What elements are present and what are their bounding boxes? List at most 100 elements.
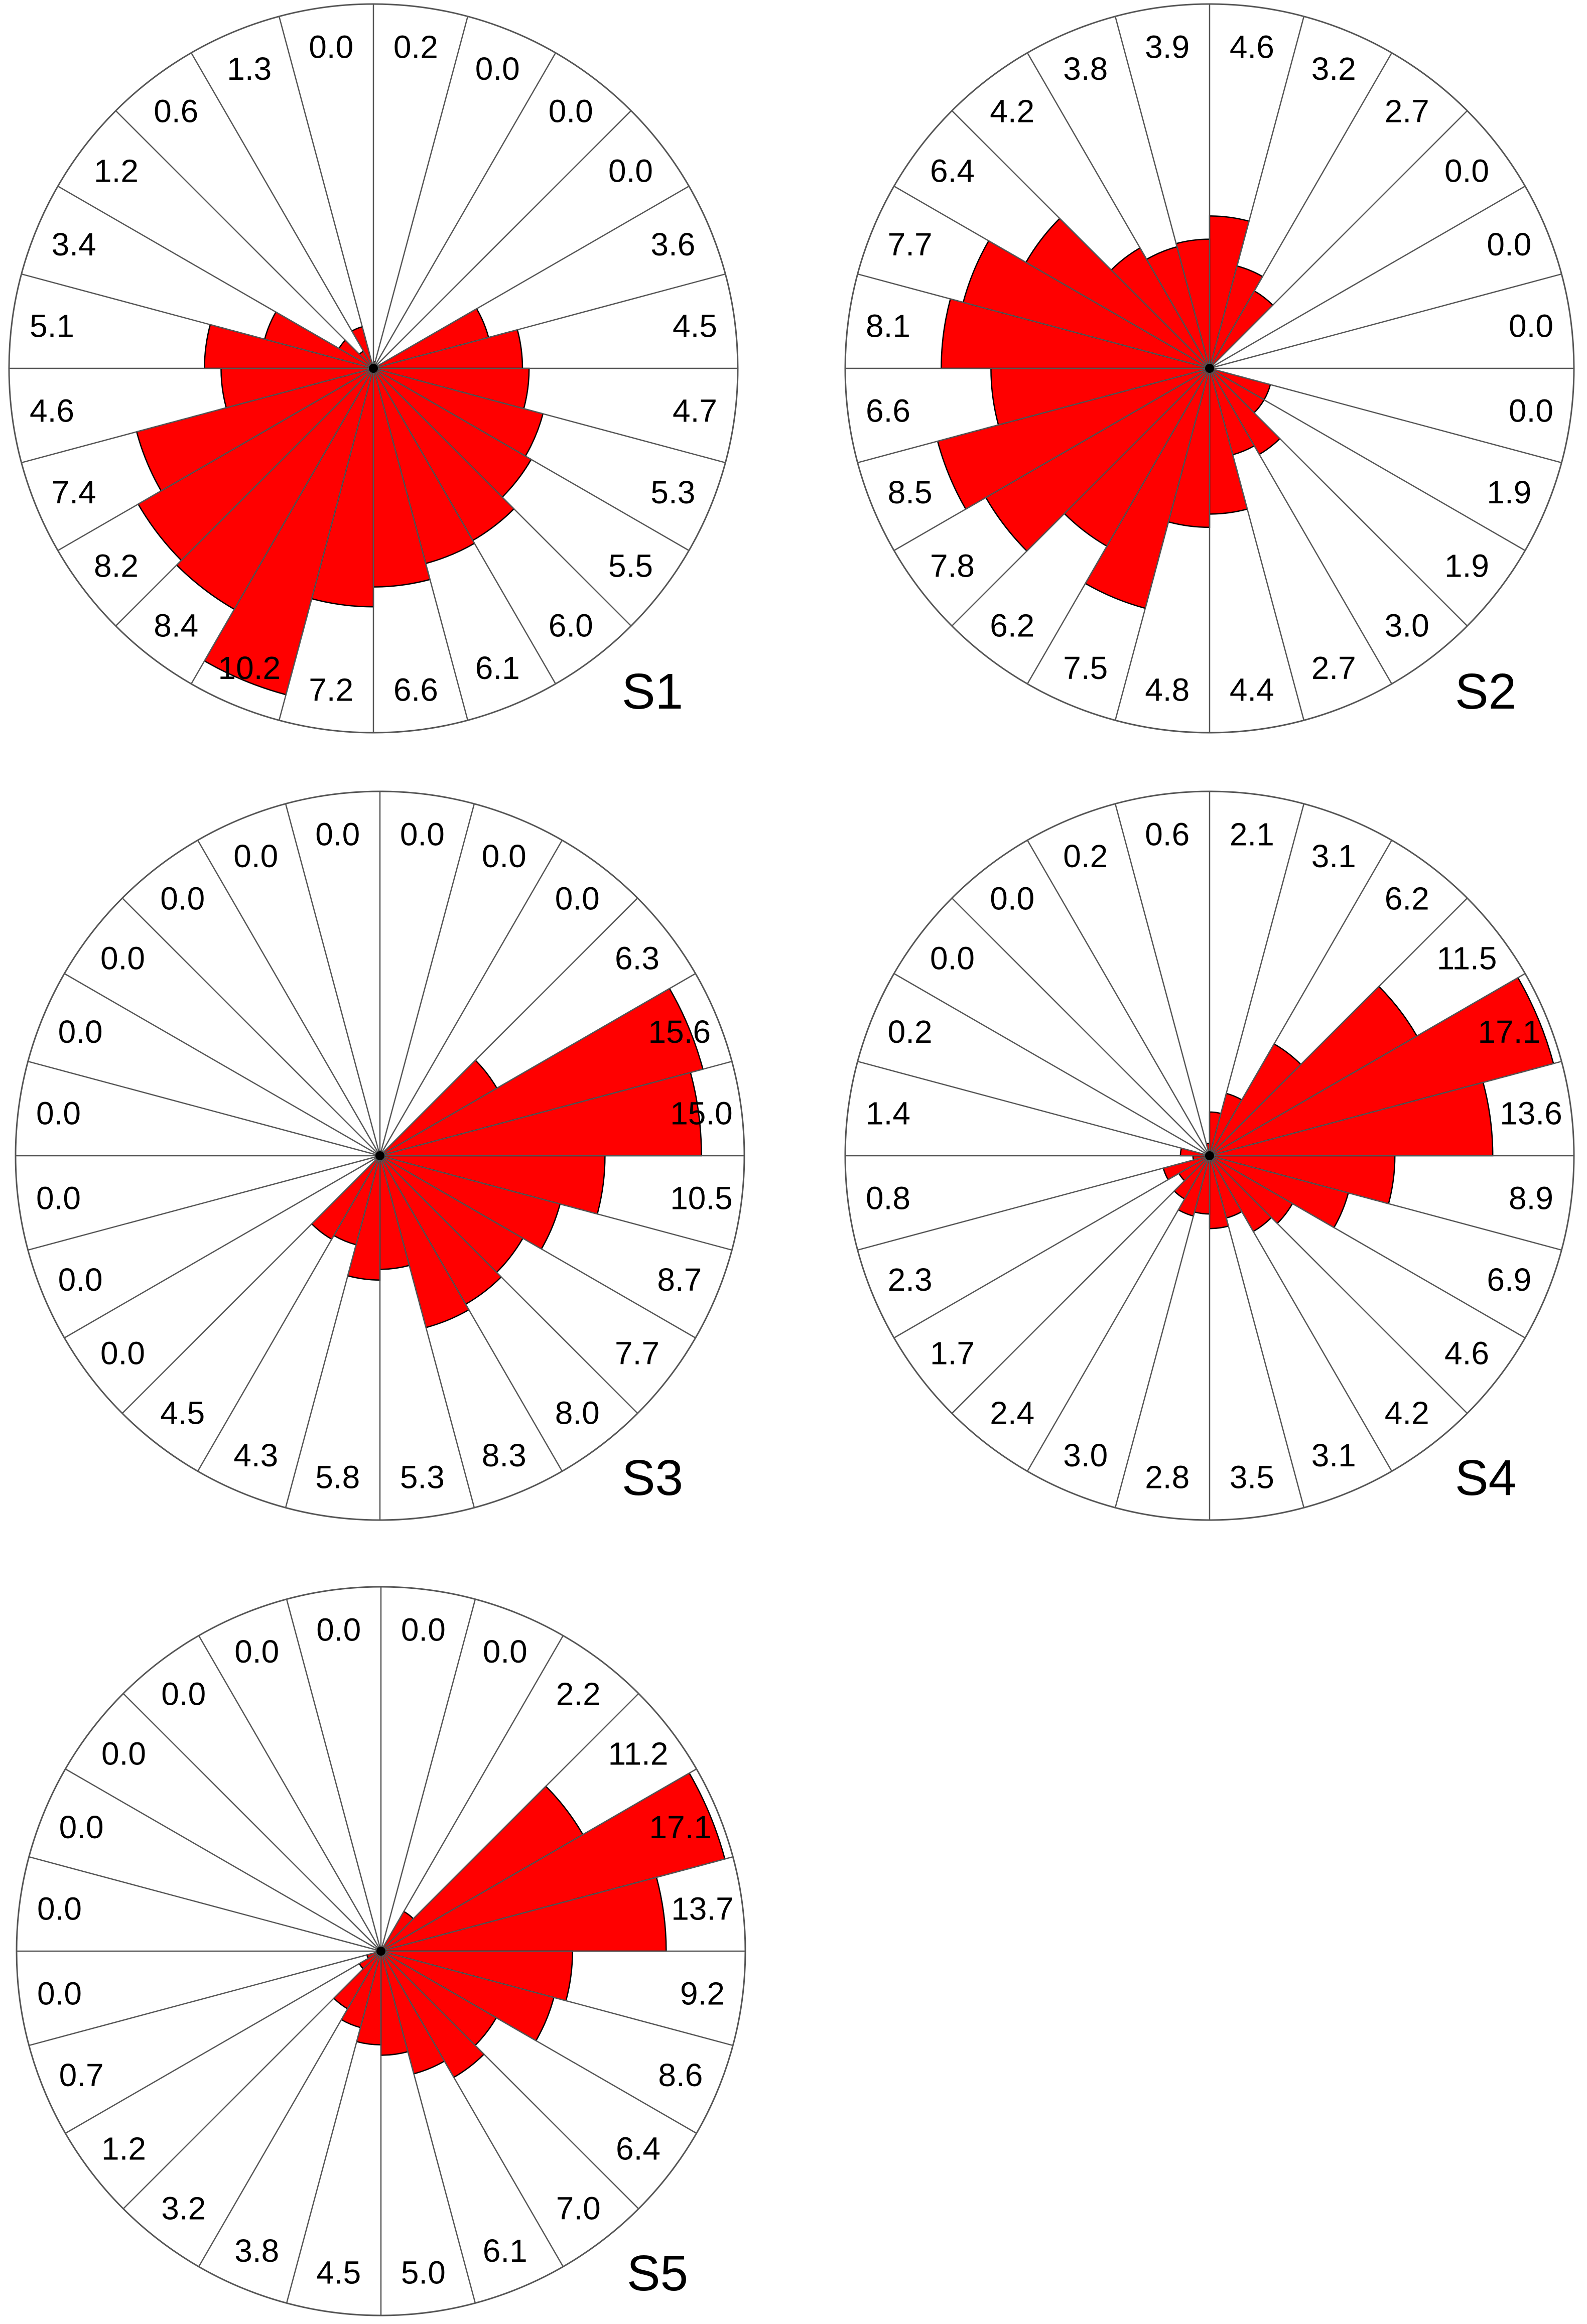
rose-spoke-3 (373, 110, 632, 369)
rose-value-label-16: 8.5 (888, 474, 933, 510)
rose-value-label-5: 15.0 (670, 1096, 733, 1132)
rose-value-label-20: 0.0 (101, 1736, 146, 1772)
rose-sector-13 (203, 368, 374, 696)
rose-value-label-4: 17.1 (1478, 1014, 1541, 1050)
rose-value-label-12: 4.8 (1145, 671, 1189, 708)
rose-value-label-8: 4.6 (1444, 1335, 1489, 1371)
rose-value-label-11: 5.3 (400, 1459, 445, 1495)
rose-spoke-7 (380, 1950, 733, 2046)
rose-spoke-4 (1209, 185, 1526, 369)
rose-spoke-5 (373, 273, 726, 369)
rose-value-label-15: 7.8 (930, 548, 975, 584)
rose-value-label-9: 4.2 (1385, 1395, 1429, 1431)
rose-value-label-7: 6.9 (1487, 1262, 1531, 1298)
rose-spoke-3 (380, 1693, 639, 1952)
rose-spoke-19 (857, 273, 1210, 369)
rose-value-label-4: 0.0 (1487, 226, 1531, 262)
rose-spoke-4 (1209, 973, 1526, 1157)
rose-spoke-14 (1026, 368, 1211, 685)
rose-value-label-22: 1.3 (227, 51, 272, 87)
rose-spoke-21 (115, 110, 374, 369)
rose-spoke-21 (121, 897, 380, 1156)
rose-value-label-19: 0.2 (888, 1014, 933, 1050)
rose-value-label-2: 0.0 (555, 880, 600, 916)
rose-value-label-15: 8.2 (94, 548, 139, 584)
rose-spoke-16 (57, 367, 374, 552)
rose-spoke-1 (380, 1599, 476, 1952)
rose-spoke-19 (21, 273, 374, 369)
rose-panel-s1: 0.2 0.0 0.0 0.0 3.6 4.5 4.7 5.3 5.5 6.0 6.1 6.6 7.2 1… (8, 3, 739, 734)
rose-value-label-20: 0.0 (930, 940, 975, 977)
rose-spoke-20 (57, 185, 374, 369)
rose-value-label-21: 4.2 (990, 93, 1034, 129)
rose-spoke-8 (1209, 367, 1526, 552)
rose-value-label-14: 8.4 (154, 608, 198, 644)
rose-spoke-14 (198, 1951, 382, 2267)
rose-spoke-1 (379, 803, 475, 1156)
rose-value-label-12: 2.8 (1145, 1459, 1189, 1495)
rose-value-label-4: 17.1 (649, 1809, 712, 1845)
rose-value-label-13: 3.0 (1063, 1437, 1108, 1473)
rose-spoke-11 (1209, 368, 1305, 721)
rose-spoke-8 (379, 1155, 696, 1339)
rose-panel-label: S1 (622, 663, 683, 720)
rose-value-label-19: 0.0 (59, 1809, 104, 1845)
rose-value-label-17: 0.8 (866, 1180, 910, 1216)
rose-spoke-15 (122, 1951, 381, 2210)
rose-value-label-2: 6.2 (1385, 880, 1429, 916)
rose-value-label-15: 1.2 (101, 2130, 146, 2166)
rose-spoke-22 (198, 1635, 382, 1952)
rose-value-label-18: 1.4 (866, 1096, 910, 1132)
rose-spoke-13 (1114, 1155, 1211, 1508)
rose-value-label-1: 3.1 (1311, 838, 1356, 874)
rose-spoke-17 (857, 1155, 1210, 1251)
rose-spoke-5 (1209, 1060, 1562, 1157)
rose-spoke-7 (1209, 1155, 1562, 1251)
rose-spoke-5 (379, 1060, 732, 1157)
rose-value-label-7: 5.3 (650, 474, 695, 510)
rose-value-label-8: 7.7 (615, 1335, 659, 1371)
rose-spoke-2 (1209, 52, 1393, 369)
rose-value-label-12: 4.5 (316, 2254, 361, 2290)
rose-value-label-6: 9.2 (680, 1975, 725, 2011)
rose-value-label-10: 3.1 (1311, 1437, 1356, 1473)
rose-value-label-20: 0.0 (100, 940, 145, 977)
rose-spoke-23 (285, 803, 381, 1156)
rose-value-label-5: 13.7 (671, 1891, 734, 1927)
rose-center-dot (376, 1947, 385, 1956)
rose-value-label-11: 6.6 (393, 671, 438, 708)
rose-value-label-6: 4.7 (673, 392, 717, 429)
rose-spoke-7 (379, 1155, 732, 1251)
rose-value-label-11: 5.0 (401, 2254, 446, 2290)
rose-spoke-3 (1209, 110, 1468, 369)
rose-spoke-9 (380, 1951, 639, 2210)
rose-spoke-3 (379, 897, 638, 1156)
rose-value-label-23: 0.0 (316, 1612, 361, 1648)
rose-value-label-23: 3.9 (1145, 29, 1189, 65)
rose-panel-label: S2 (1455, 663, 1516, 720)
rose-value-label-8: 5.5 (608, 548, 653, 584)
rose-spoke-10 (1209, 1155, 1393, 1472)
rose-value-label-23: 0.6 (1145, 816, 1189, 853)
rose-center-dot (1205, 1151, 1214, 1160)
rose-value-label-17: 4.6 (30, 392, 74, 429)
rose-spoke-21 (951, 897, 1210, 1156)
rose-value-label-20: 6.4 (930, 153, 975, 189)
rose-value-label-22: 0.0 (234, 1633, 279, 1670)
rose-sector-4 (380, 1772, 726, 1952)
rose-spoke-14 (197, 1155, 381, 1472)
rose-spoke-14 (1026, 1155, 1211, 1472)
rose-spoke-16 (893, 1155, 1210, 1339)
rose-value-label-3: 11.2 (608, 1736, 669, 1772)
rose-spoke-16 (64, 1155, 380, 1339)
rose-value-label-20: 1.2 (94, 153, 139, 189)
rose-value-label-7: 1.9 (1487, 474, 1531, 510)
rose-value-label-3: 0.0 (608, 153, 653, 189)
rose-value-label-22: 0.0 (233, 838, 278, 874)
rose-value-label-1: 0.0 (483, 1633, 527, 1670)
rose-center-dot (1205, 364, 1214, 373)
rose-value-label-1: 0.0 (475, 51, 520, 87)
rose-spoke-17 (857, 367, 1210, 464)
rose-value-label-2: 2.7 (1385, 93, 1429, 129)
rose-value-label-21: 0.0 (161, 1676, 206, 1712)
